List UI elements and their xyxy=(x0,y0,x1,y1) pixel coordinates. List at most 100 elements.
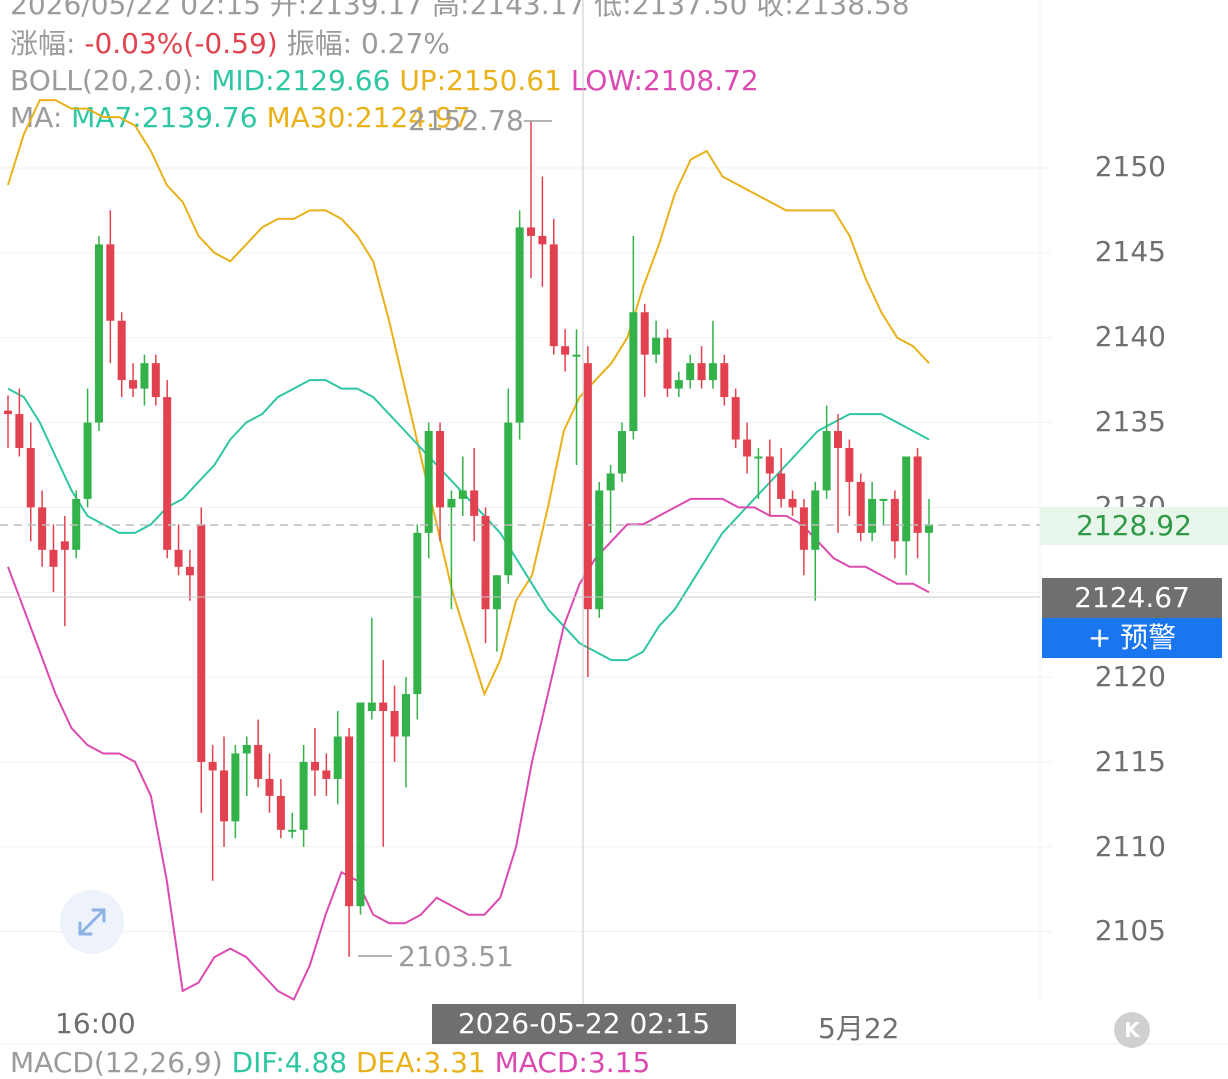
candle-body xyxy=(754,456,763,459)
candle-body xyxy=(663,337,672,389)
candle-body xyxy=(583,363,592,610)
time-axis-label: 5月22 xyxy=(818,1012,900,1045)
candle-body xyxy=(447,498,456,508)
macd-dif: DIF:4.88 xyxy=(231,1046,348,1079)
candle-body xyxy=(310,761,319,771)
candle-body xyxy=(913,456,922,533)
candle-body xyxy=(413,532,422,695)
candle-body xyxy=(856,481,865,533)
candle-body xyxy=(504,422,513,576)
candle-body xyxy=(94,244,103,423)
candle-body xyxy=(470,490,479,516)
max-price-marker: 2152.78 xyxy=(408,104,524,137)
candle-body xyxy=(390,711,399,737)
candle-body xyxy=(208,761,217,771)
candle-body xyxy=(265,778,274,796)
min-price-marker: 2103.51 xyxy=(398,940,514,973)
candle-body xyxy=(481,515,490,610)
candle-body xyxy=(924,524,933,533)
boll-row: BOLL(20,2.0): MID:2129.66 UP:2150.61 LOW… xyxy=(10,64,759,98)
candle-body xyxy=(515,227,524,423)
candle-body xyxy=(345,736,354,907)
ma-row: MA: MA7:2139.76 MA30:2124.97 xyxy=(10,101,471,135)
candle-body xyxy=(720,363,729,398)
candle-body xyxy=(595,490,604,610)
change-label: 涨幅: xyxy=(10,27,76,60)
candle-body xyxy=(549,244,558,347)
boll-low: LOW:2108.72 xyxy=(570,64,759,97)
expand-chart-button[interactable] xyxy=(60,890,124,954)
candle-body xyxy=(367,702,376,712)
k-icon: K xyxy=(1124,1018,1140,1042)
candle-body xyxy=(492,575,501,610)
candle-body xyxy=(834,431,843,449)
candle-body xyxy=(49,549,58,567)
candle-body xyxy=(799,507,808,550)
candle-body xyxy=(743,439,752,457)
candle-body xyxy=(197,524,206,762)
candle-body xyxy=(83,422,92,499)
candle-body xyxy=(572,354,581,357)
price-axis-label: 2145 xyxy=(1094,235,1166,268)
boll-mid: MID:2129.66 xyxy=(211,64,391,97)
candle-body xyxy=(254,744,263,779)
boll-up: UP:2150.61 xyxy=(399,64,562,97)
candle-body xyxy=(811,490,820,550)
candle-body xyxy=(788,498,797,508)
candle-body xyxy=(220,770,229,822)
candle-body xyxy=(106,244,115,321)
price-axis-label: 2115 xyxy=(1094,745,1166,778)
candle-body xyxy=(379,702,388,712)
price-axis-label: 2120 xyxy=(1094,660,1166,693)
candle-body xyxy=(129,380,138,389)
candle-body xyxy=(458,490,467,499)
boll-lower-line xyxy=(7,497,930,1001)
ma30-value: MA30:2124.97 xyxy=(266,101,471,134)
candle-body xyxy=(322,770,331,779)
price-axis-label: 2130 xyxy=(1094,490,1166,508)
candle-body xyxy=(640,312,649,355)
amplitude-label: 振幅: xyxy=(286,27,353,60)
candle-body xyxy=(538,235,547,245)
boll-label: BOLL(20,2.0): xyxy=(10,64,203,97)
candle-body xyxy=(617,431,626,474)
candle-body xyxy=(879,498,888,501)
low-label: 低: xyxy=(594,0,632,21)
close-value: 2138.58 xyxy=(793,0,910,21)
candle-body xyxy=(527,227,536,236)
candle-body xyxy=(242,744,251,754)
candle-body xyxy=(890,498,899,542)
add-alert-button[interactable]: + 预警 xyxy=(1042,618,1222,658)
time-axis-label: 16:00 xyxy=(55,1007,136,1040)
candle-body xyxy=(674,380,683,389)
candle-body xyxy=(15,414,24,449)
candle-body xyxy=(629,312,638,432)
last-price-badge: 2128.92 xyxy=(1040,507,1228,545)
price-axis-label: 2150 xyxy=(1094,150,1166,183)
high-label: 高: xyxy=(432,0,470,21)
open-label: 开: xyxy=(269,0,308,21)
k-line-button[interactable]: K xyxy=(1114,1012,1150,1048)
high-value: 2143.17 xyxy=(469,0,586,21)
macd-value: MACD:3.15 xyxy=(494,1046,651,1079)
macd-dea: DEA:3.31 xyxy=(356,1046,486,1079)
candle-body xyxy=(333,736,342,779)
candle-body xyxy=(686,363,695,381)
candle-body xyxy=(731,397,740,440)
price-axis-label: 2140 xyxy=(1094,320,1166,353)
candle-body xyxy=(60,541,69,550)
crosshair-price-badge: 2124.67 xyxy=(1042,578,1222,618)
candle-body xyxy=(606,473,615,491)
candle-body xyxy=(652,337,661,355)
candle-body xyxy=(356,702,365,907)
macd-row: MACD(12,26,9) DIF:4.88 DEA:3.31 MACD:3.1… xyxy=(10,1046,650,1079)
candle-body xyxy=(424,431,433,533)
candle-body xyxy=(299,761,308,830)
boll-mid-line xyxy=(7,379,930,662)
candle-body xyxy=(822,431,831,491)
candle-body xyxy=(140,363,149,389)
ohlc-row: 2026/05/22 02:15 开:2139.17 高:2143.17 低:2… xyxy=(10,0,910,22)
bar-datetime: 2026/05/22 02:15 xyxy=(10,0,261,21)
candle-body xyxy=(845,448,854,482)
